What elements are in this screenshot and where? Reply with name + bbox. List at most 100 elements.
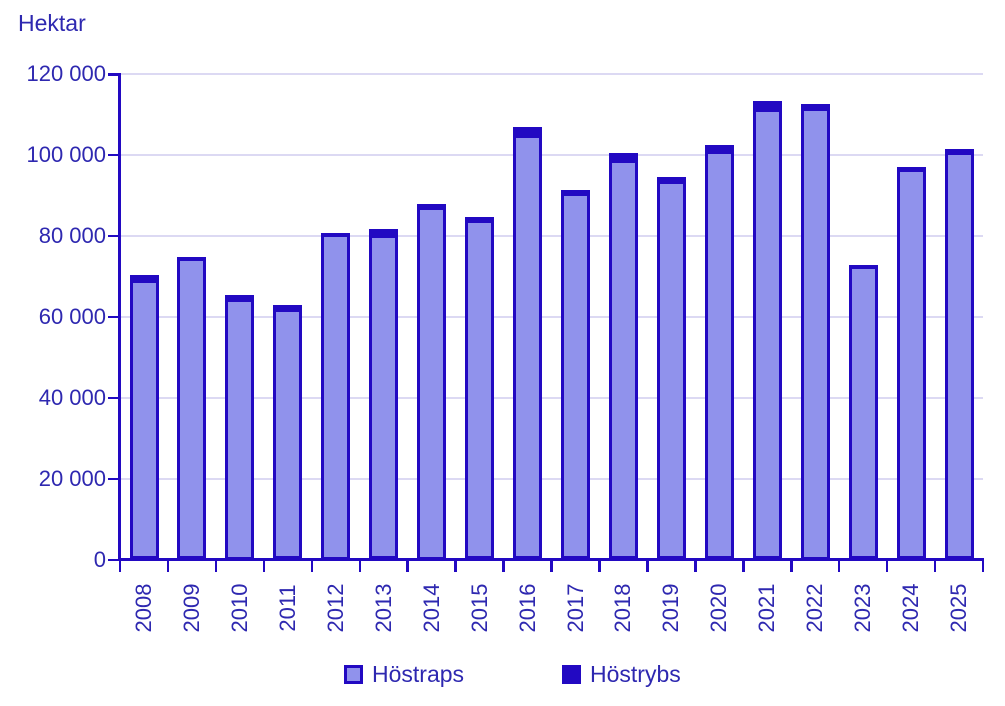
- x-tick-label: 2011: [274, 584, 300, 632]
- x-axis-tick: [358, 560, 361, 572]
- y-axis-line: [117, 73, 121, 561]
- x-tick-label: 2013: [370, 583, 396, 633]
- x-tick-label: 2023: [850, 583, 876, 633]
- bar-segment-hostrybs-2024: [899, 169, 923, 172]
- bar-2009: [177, 257, 207, 560]
- y-tick-label: 80 000: [38, 222, 106, 248]
- x-tick-label: 2020: [706, 583, 732, 633]
- gridline: [120, 477, 983, 480]
- bar-2023: [848, 264, 878, 560]
- x-tick-label: 2019: [658, 583, 684, 633]
- bar-2008: [129, 275, 159, 560]
- gridline: [120, 73, 983, 75]
- legend-swatch-hostraps: [344, 664, 363, 684]
- bar-2020: [704, 145, 734, 560]
- x-tick-label: 2008: [131, 583, 156, 633]
- x-tick-label: 2024: [898, 583, 924, 633]
- bar-segment-hostrybs-2025: [947, 152, 971, 156]
- legend-swatch-hostrybs: [562, 664, 581, 684]
- bar-2024: [896, 166, 926, 560]
- bar-segment-hostrybs-2015: [468, 219, 492, 224]
- x-tick-label: 2021: [754, 583, 780, 633]
- y-tick-label: 60 000: [38, 303, 106, 329]
- x-axis-tick: [454, 560, 457, 572]
- y-tick-label: 40 000: [38, 384, 106, 410]
- bar-2021: [752, 101, 782, 560]
- bar-segment-hostrybs-2017: [564, 193, 587, 197]
- y-tick-label: 120 000: [26, 61, 106, 86]
- legend-label-hostrybs: Höstrybs: [590, 661, 681, 687]
- y-axis-tick: [108, 153, 118, 157]
- bar-2014: [417, 203, 447, 560]
- x-axis-tick: [262, 560, 266, 572]
- bar-segment-hostrybs-2018: [611, 156, 635, 164]
- bar-2016: [513, 127, 542, 560]
- x-axis-tick: [406, 560, 409, 572]
- x-axis-tick: [646, 560, 649, 572]
- bar-segment-hostrybs-2023: [851, 267, 875, 269]
- y-axis-tick: [108, 396, 118, 400]
- x-axis-tick: [310, 560, 313, 572]
- gridline: [120, 396, 983, 399]
- gridline: [120, 153, 983, 156]
- bar-2013: [369, 229, 399, 560]
- bar-2015: [465, 216, 495, 560]
- x-tick-label: 2012: [322, 583, 348, 633]
- bar-segment-hostrybs-2008: [132, 278, 156, 284]
- bar-2022: [800, 103, 830, 560]
- x-tick-label: 2022: [802, 583, 828, 633]
- bar-segment-hostrybs-2009: [180, 260, 204, 262]
- x-axis-tick: [550, 560, 553, 572]
- legend-item-hostraps: Höstraps: [344, 660, 464, 688]
- x-axis-tick: [214, 560, 218, 572]
- x-tick-label: 2015: [466, 583, 492, 633]
- bar-segment-hostrybs-2019: [659, 179, 683, 185]
- bar-2011: [273, 304, 303, 560]
- y-axis-tick: [108, 477, 118, 481]
- legend: Höstraps Höstrybs: [0, 660, 1005, 690]
- x-axis-tick: [885, 560, 889, 572]
- y-tick-label: 20 000: [38, 465, 106, 491]
- x-tick-label: 2010: [226, 583, 252, 633]
- x-axis-tick: [694, 560, 697, 572]
- x-tick-label: 2009: [178, 583, 204, 633]
- chart-title: Hektar: [18, 10, 86, 36]
- legend-label-hostraps: Höstraps: [372, 661, 465, 687]
- bar-segment-hostrybs-2011: [276, 307, 300, 313]
- bar-segment-hostrybs-2012: [324, 236, 348, 238]
- y-axis-tick: [108, 315, 118, 319]
- x-axis-tick: [790, 560, 793, 572]
- x-tick-label: 2025: [946, 583, 971, 633]
- x-axis-tick: [502, 560, 505, 572]
- x-axis-tick: [118, 560, 122, 572]
- x-tick-label: 2016: [514, 583, 540, 633]
- bar-segment-hostrybs-2016: [516, 130, 539, 138]
- x-axis-tick: [166, 560, 170, 572]
- y-tick-label: 100 000: [26, 141, 106, 167]
- x-axis-line: [117, 558, 984, 561]
- bar-segment-hostrybs-2010: [228, 297, 252, 303]
- bar-2017: [561, 190, 590, 560]
- y-axis-tick: [108, 73, 118, 76]
- x-axis-tick: [837, 560, 841, 572]
- x-axis-tick: [981, 560, 985, 572]
- x-tick-label: 2014: [418, 583, 444, 633]
- bar-2010: [225, 294, 255, 560]
- bar-segment-hostrybs-2013: [372, 232, 396, 239]
- bar-segment-hostrybs-2014: [420, 206, 444, 210]
- bar-segment-hostrybs-2020: [707, 148, 731, 155]
- bar-2019: [656, 176, 686, 560]
- bar-2012: [321, 233, 351, 560]
- gridline: [120, 234, 983, 237]
- y-tick-label: 0: [93, 546, 106, 572]
- y-axis-tick: [108, 234, 118, 238]
- x-axis-tick: [598, 560, 601, 572]
- bar-2025: [944, 149, 974, 560]
- y-axis-tick: [108, 558, 118, 561]
- x-axis-tick: [933, 560, 937, 572]
- x-axis-tick: [742, 560, 745, 572]
- bar-segment-hostrybs-2022: [803, 106, 827, 111]
- x-tick-label: 2018: [610, 583, 636, 633]
- gridline: [120, 315, 983, 318]
